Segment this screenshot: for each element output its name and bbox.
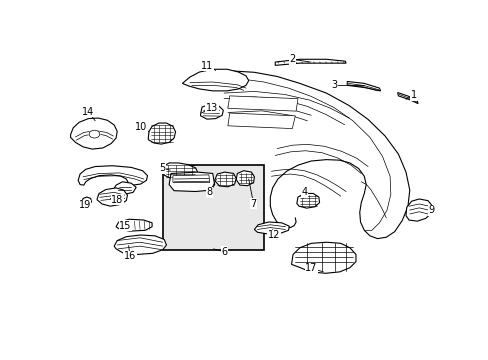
Polygon shape (82, 197, 91, 204)
Polygon shape (173, 175, 209, 183)
Polygon shape (70, 118, 117, 149)
Polygon shape (78, 166, 147, 185)
Polygon shape (227, 113, 295, 129)
Circle shape (89, 130, 100, 138)
Text: 3: 3 (331, 80, 337, 90)
Polygon shape (397, 93, 417, 104)
Text: 10: 10 (135, 122, 147, 132)
Polygon shape (291, 242, 355, 273)
Polygon shape (296, 193, 319, 208)
Polygon shape (148, 123, 175, 144)
Text: 11: 11 (201, 61, 213, 71)
Text: 19: 19 (79, 201, 91, 210)
Polygon shape (214, 172, 236, 187)
Polygon shape (114, 235, 166, 255)
Polygon shape (275, 59, 346, 66)
Bar (163, 165, 264, 250)
Text: 2: 2 (288, 54, 295, 64)
Text: 8: 8 (206, 187, 212, 197)
Text: 15: 15 (119, 221, 131, 231)
Polygon shape (346, 81, 380, 91)
Polygon shape (254, 222, 289, 234)
Text: 1: 1 (409, 90, 416, 100)
Text: 7: 7 (250, 199, 256, 209)
Text: 14: 14 (82, 107, 94, 117)
Polygon shape (116, 219, 152, 231)
Text: 4: 4 (301, 187, 307, 197)
Text: 5: 5 (159, 163, 165, 174)
Polygon shape (113, 182, 136, 194)
Text: 13: 13 (205, 103, 218, 113)
Text: 16: 16 (124, 251, 136, 261)
Text: 12: 12 (267, 230, 280, 240)
Text: 6: 6 (221, 247, 227, 257)
Text: 9: 9 (428, 205, 434, 215)
Text: 18: 18 (111, 195, 123, 205)
Polygon shape (182, 69, 248, 91)
Polygon shape (236, 171, 254, 186)
Text: 17: 17 (305, 263, 317, 273)
Polygon shape (163, 163, 197, 180)
Polygon shape (169, 172, 214, 192)
Polygon shape (227, 96, 297, 111)
Polygon shape (405, 199, 432, 221)
Polygon shape (200, 105, 223, 119)
Polygon shape (97, 188, 127, 206)
